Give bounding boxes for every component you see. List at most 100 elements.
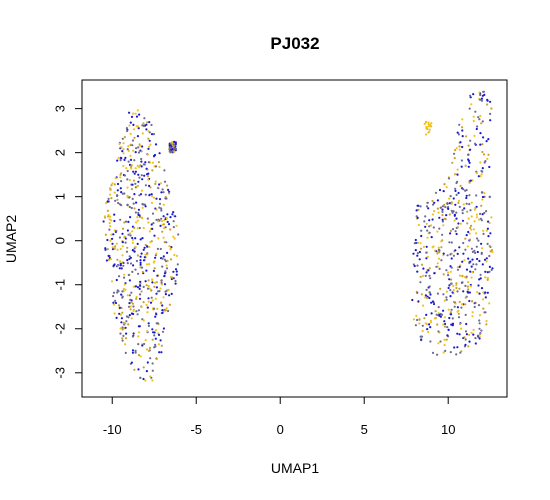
data-point [137,135,139,137]
data-point [448,177,450,179]
data-point [153,308,155,310]
data-point [433,210,435,212]
data-point [133,369,135,371]
data-point [463,336,465,338]
data-point [424,215,426,217]
data-point [146,173,148,175]
data-point [152,213,154,215]
data-point [176,270,178,272]
data-point [467,231,469,233]
data-point [151,195,153,197]
data-point [422,275,424,277]
data-point [130,257,132,259]
data-point [447,272,449,274]
data-point [122,241,124,243]
data-point [467,288,469,290]
data-point [155,253,157,255]
data-point [430,320,432,322]
data-point [149,140,151,142]
data-point [424,226,426,228]
data-point [451,309,453,311]
data-point [121,267,123,269]
data-point [163,215,165,217]
data-point [471,300,473,302]
data-point [459,266,461,268]
data-point [478,91,480,93]
data-point [127,145,129,147]
data-point [138,151,140,153]
data-point [125,242,127,244]
data-point [111,243,113,245]
data-point [464,249,466,251]
data-point [115,302,117,304]
data-point [143,301,145,303]
data-point [489,266,491,268]
data-point [426,237,428,239]
data-point [146,263,148,265]
data-point [106,239,108,241]
data-point [120,157,122,159]
data-point [451,162,453,164]
data-point [487,154,489,156]
data-point [119,219,121,221]
data-point [120,321,122,323]
data-point [466,234,468,236]
data-point [107,200,109,202]
data-point [489,119,491,121]
data-point [144,379,146,381]
data-point [458,200,460,202]
data-point [454,149,456,151]
data-point [451,241,453,243]
data-point [436,323,438,325]
data-point [153,346,155,348]
data-point [458,288,460,290]
data-point [418,322,420,324]
data-point [418,224,420,226]
data-point [141,237,143,239]
data-point [433,202,435,204]
data-point [464,190,466,192]
data-point [151,202,153,204]
data-point [469,271,471,273]
data-point [487,228,489,230]
data-point [164,291,166,293]
data-point [130,305,132,307]
data-point [103,220,105,222]
data-point [454,214,456,216]
x-tick-label: 5 [361,422,368,437]
data-point [429,293,431,295]
data-point [105,202,107,204]
data-point [152,362,154,364]
data-point [160,191,162,193]
data-point [120,327,122,329]
data-point [153,270,155,272]
data-point [485,323,487,325]
data-point [429,326,431,328]
data-point [147,361,149,363]
data-point [137,146,139,148]
data-point [133,203,135,205]
data-point [427,202,429,204]
data-point [159,225,161,227]
data-point [451,201,453,203]
data-point [446,202,448,204]
data-point [152,339,154,341]
data-point [140,256,142,258]
data-point [143,163,145,165]
data-point [482,196,484,198]
data-point [413,263,415,265]
data-point [438,217,440,219]
data-point [108,198,110,200]
data-point [463,207,465,209]
data-point [411,299,413,301]
data-point [453,289,455,291]
data-point [424,296,426,298]
data-point [133,159,135,161]
data-point [177,233,179,235]
data-point [426,128,428,130]
data-point [426,246,428,248]
data-point [425,133,427,135]
data-point [419,258,421,260]
data-point [151,169,153,171]
data-point [144,161,146,163]
